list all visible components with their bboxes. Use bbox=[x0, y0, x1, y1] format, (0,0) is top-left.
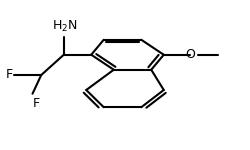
Text: F: F bbox=[6, 68, 12, 81]
Text: H$_2$N: H$_2$N bbox=[52, 19, 78, 34]
Text: F: F bbox=[33, 97, 40, 110]
Text: O: O bbox=[185, 48, 195, 60]
